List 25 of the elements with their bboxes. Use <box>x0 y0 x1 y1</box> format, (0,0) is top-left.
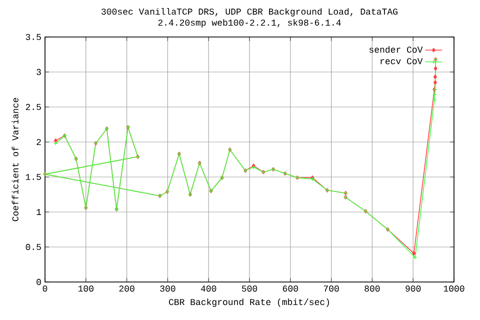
y-tick-label: 3 <box>36 68 41 76</box>
legend-label: sender CoV <box>369 46 423 53</box>
x-axis-title: CBR Background Rate (mbit/sec) <box>168 298 329 307</box>
x-tick-label: 800 <box>364 286 380 292</box>
legend-label: recv CoV <box>380 58 423 64</box>
x-tick-label: 300 <box>160 286 176 292</box>
y-tick-label: 2 <box>36 138 41 145</box>
chart-title: 300sec VanillaTCP DRS, UDP CBR Background Load, DataTAG <box>102 8 398 16</box>
y-tick-label: 2.5 <box>26 104 41 110</box>
x-tick-label: 100 <box>78 286 94 292</box>
chart-subtitle: 2.4.20smp web100-2.2.1, sk98-6.1.4 <box>158 19 341 28</box>
y-tick-label: 1.5 <box>26 174 41 180</box>
x-tick-label: 1000 <box>444 286 464 292</box>
x-tick-label: 200 <box>119 286 134 292</box>
y-tick-label: 0 <box>36 278 41 286</box>
y-tick-label: 3.5 <box>26 34 41 40</box>
y-tick-label: 0.5 <box>26 244 41 250</box>
x-tick-label: 0 <box>42 286 48 292</box>
x-tick-label: 700 <box>324 286 339 292</box>
x-tick-label: 500 <box>242 286 258 292</box>
y-axis-title: Coefficient of Variance <box>12 98 18 222</box>
x-tick-label: 400 <box>200 286 216 292</box>
x-tick-label: 900 <box>406 286 421 292</box>
y-tick-label: 1 <box>36 209 42 215</box>
x-tick-label: 600 <box>282 286 298 292</box>
